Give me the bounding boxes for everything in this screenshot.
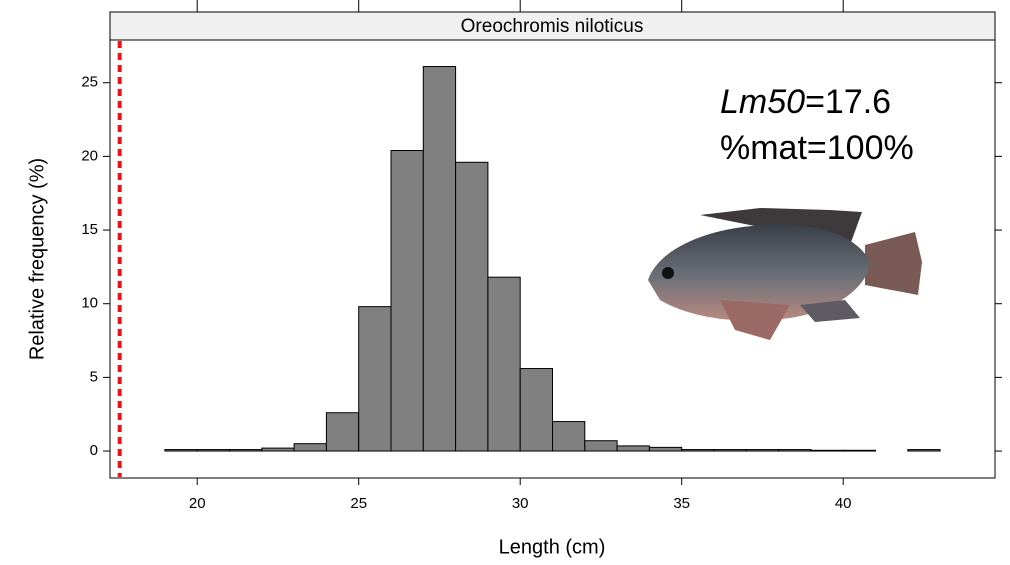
- x-tick-label: 30: [512, 495, 529, 512]
- bar: [391, 150, 423, 451]
- bar: [649, 447, 681, 451]
- annotation-line2: %mat=100%: [720, 129, 914, 167]
- x-tick-label: 25: [350, 495, 367, 512]
- annotation-italic: Lm50: [720, 83, 805, 121]
- annotation-value: =17.6: [805, 83, 891, 121]
- fish-image: [648, 208, 922, 340]
- chart: Oreochromis niloticus Length (cm) Relati…: [0, 0, 1010, 565]
- bar: [520, 369, 552, 452]
- y-tick-label: 15: [81, 221, 98, 238]
- bar: [714, 450, 746, 451]
- bar: [326, 413, 358, 451]
- strip-title: Oreochromis niloticus: [461, 16, 644, 37]
- bar: [359, 307, 391, 451]
- y-axis-label: Relative frequency (%): [26, 158, 48, 360]
- bar: [197, 450, 229, 451]
- bar: [165, 450, 197, 451]
- bar: [682, 450, 714, 451]
- bar: [423, 67, 455, 452]
- bar: [779, 450, 811, 451]
- bar: [230, 450, 262, 451]
- y-tick-label: 0: [90, 442, 98, 459]
- x-axis-label: Length (cm): [499, 536, 606, 558]
- x-tick-label: 20: [189, 495, 206, 512]
- bar: [617, 446, 649, 451]
- bar: [811, 450, 843, 451]
- bar: [553, 422, 585, 451]
- y-tick-label: 20: [81, 147, 98, 164]
- y-tick-label: 25: [81, 74, 98, 91]
- bar: [488, 277, 520, 451]
- bar: [585, 441, 617, 451]
- y-tick-label: 5: [90, 368, 98, 385]
- bar: [843, 450, 875, 451]
- x-tick-label: 35: [673, 495, 690, 512]
- x-tick-label: 40: [835, 495, 852, 512]
- bar: [456, 162, 488, 451]
- bar: [294, 444, 326, 451]
- bar: [746, 450, 778, 451]
- bar: [908, 450, 940, 451]
- annotation: Lm50=17.6: [720, 83, 891, 121]
- y-tick-label: 10: [81, 295, 98, 312]
- bar: [262, 448, 294, 451]
